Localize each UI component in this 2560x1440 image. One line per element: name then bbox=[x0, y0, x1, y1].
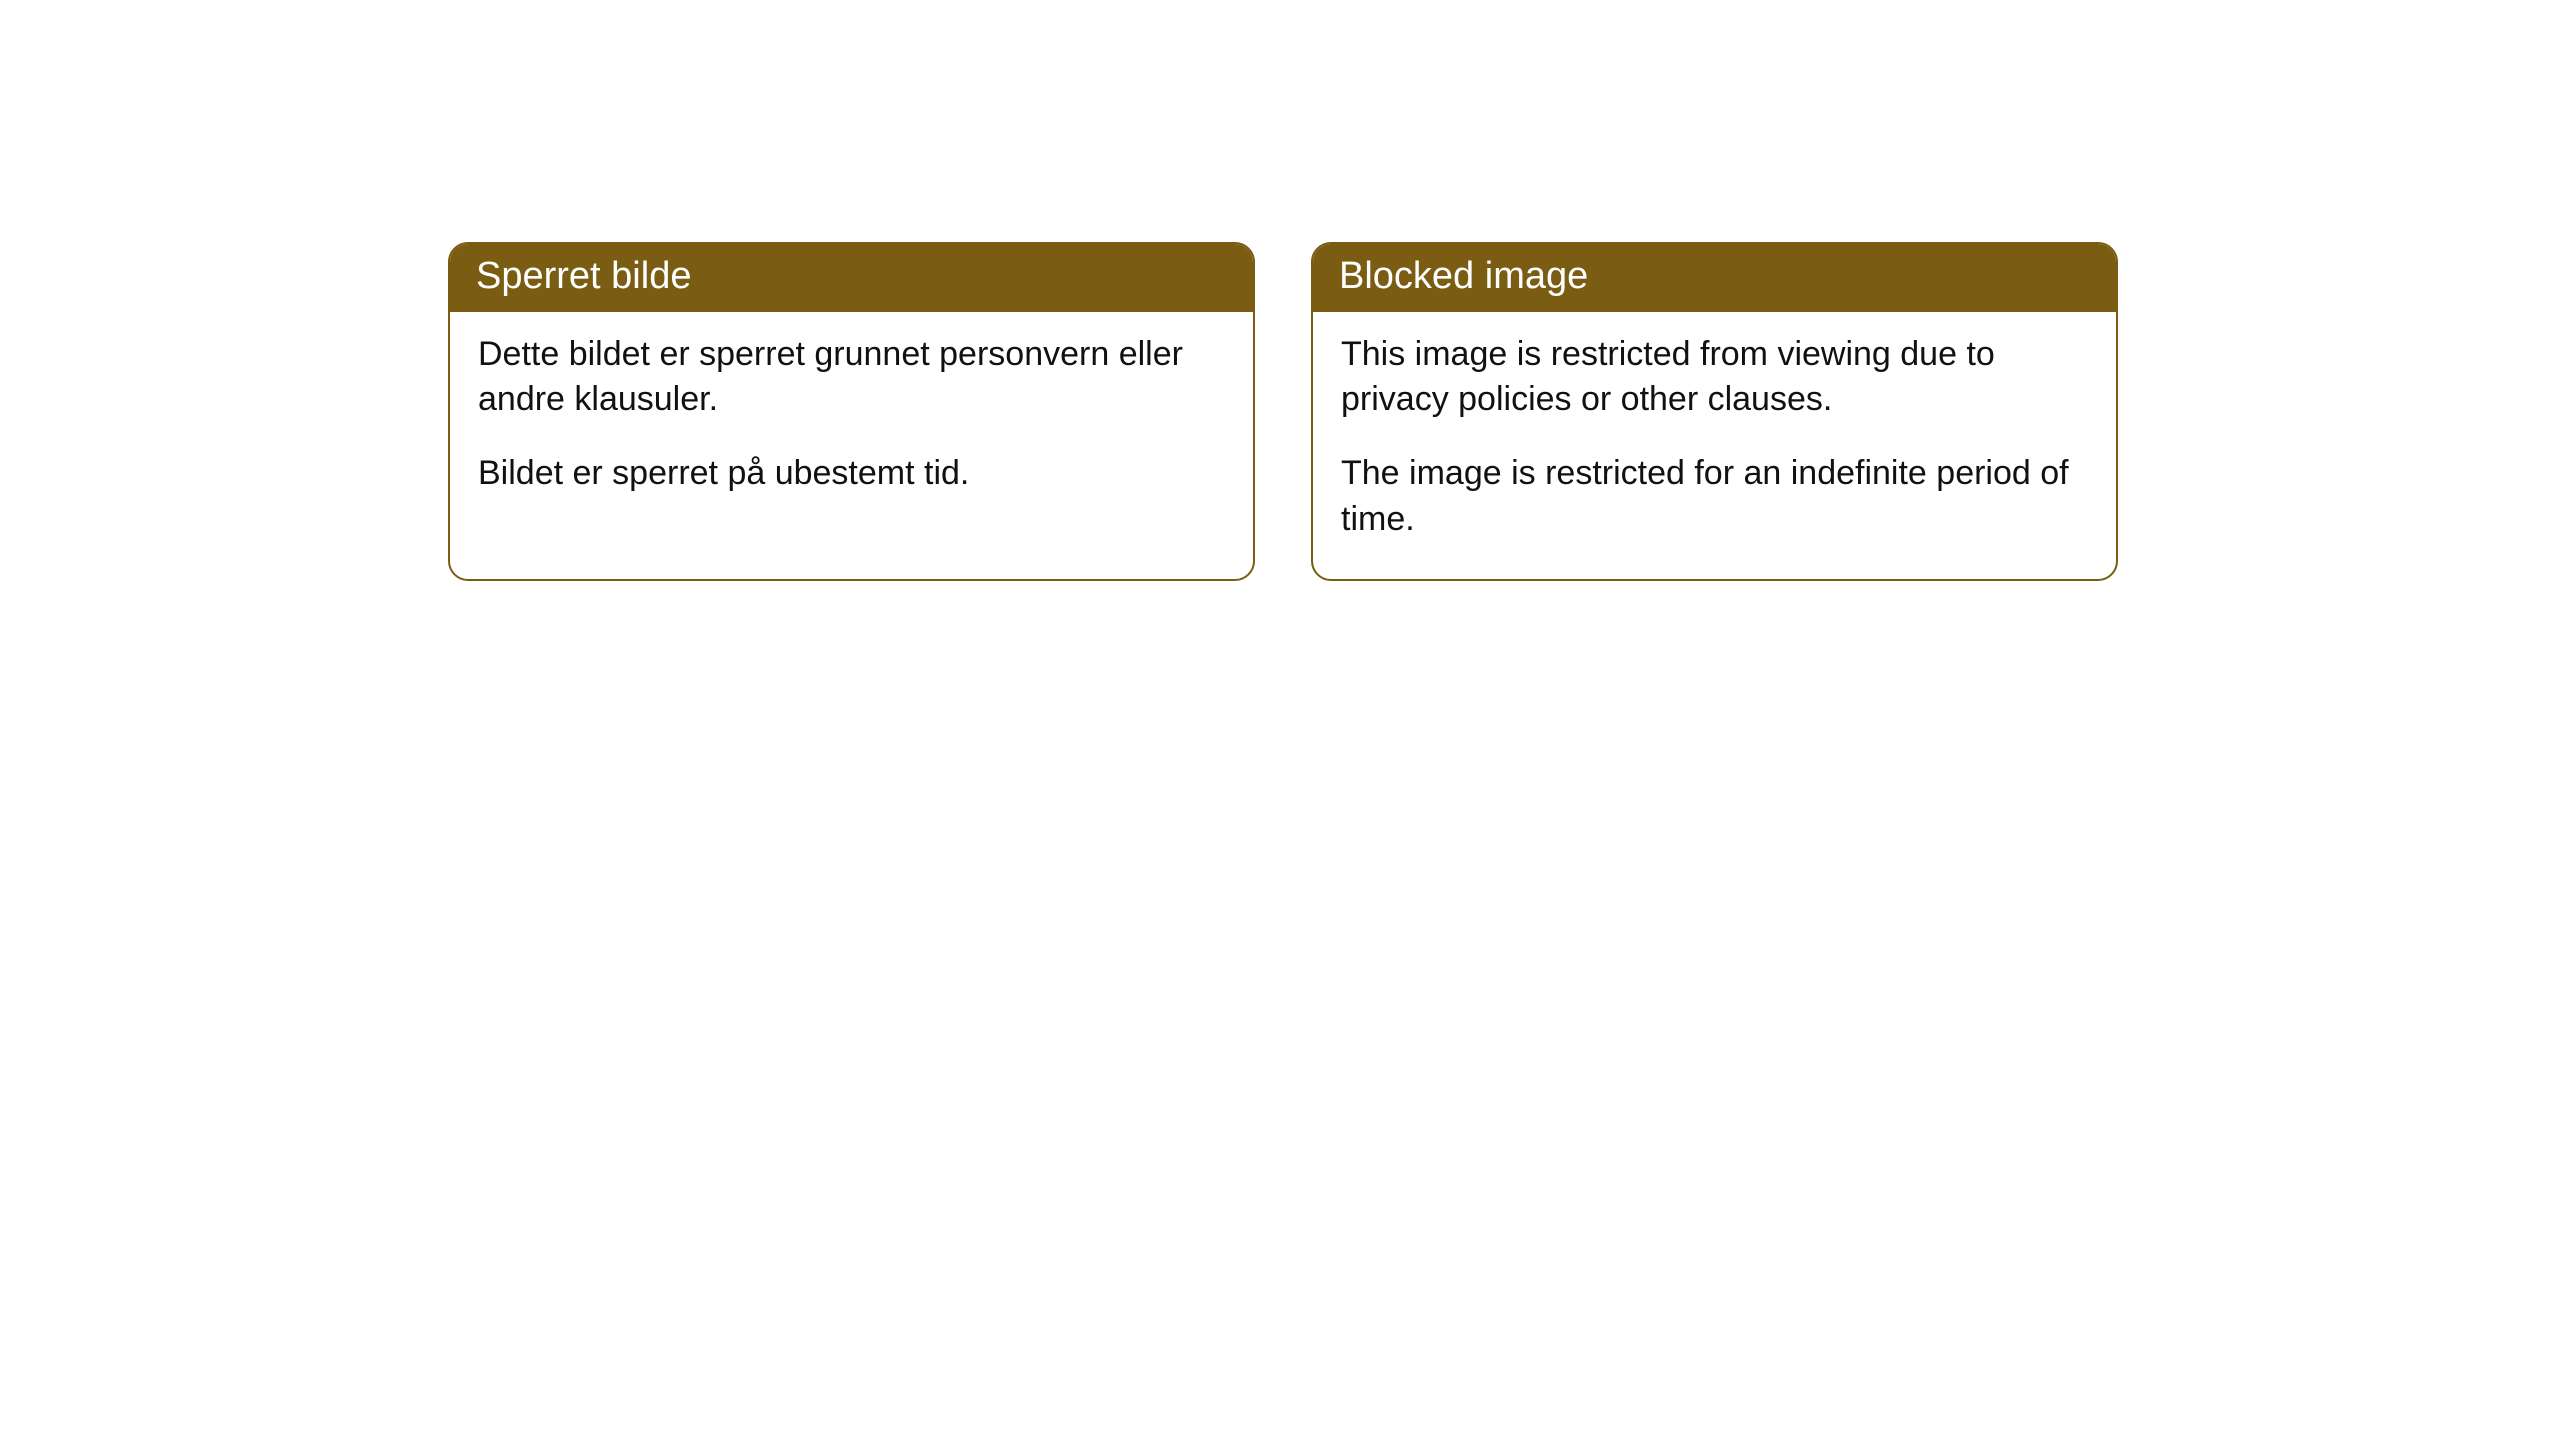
notice-paragraph: The image is restricted for an indefinit… bbox=[1341, 451, 2088, 543]
notice-card-norwegian: Sperret bilde Dette bildet er sperret gr… bbox=[448, 242, 1255, 581]
notice-header: Blocked image bbox=[1313, 244, 2116, 312]
notice-paragraph: This image is restricted from viewing du… bbox=[1341, 332, 2088, 424]
notice-paragraph: Bildet er sperret på ubestemt tid. bbox=[478, 451, 1225, 497]
notice-container: Sperret bilde Dette bildet er sperret gr… bbox=[448, 242, 2118, 581]
notice-header: Sperret bilde bbox=[450, 244, 1253, 312]
notice-paragraph: Dette bildet er sperret grunnet personve… bbox=[478, 332, 1225, 424]
notice-body: Dette bildet er sperret grunnet personve… bbox=[450, 312, 1253, 534]
notice-body: This image is restricted from viewing du… bbox=[1313, 312, 2116, 580]
notice-card-english: Blocked image This image is restricted f… bbox=[1311, 242, 2118, 581]
